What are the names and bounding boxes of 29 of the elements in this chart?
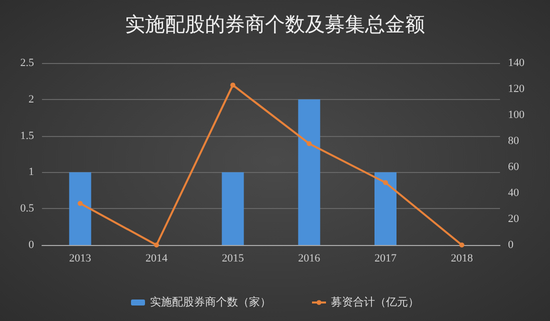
- x-tick-label: 2014: [146, 252, 168, 264]
- point: [383, 180, 388, 186]
- point: [306, 141, 312, 146]
- y2-tick-label: 120: [508, 83, 525, 95]
- point: [154, 242, 159, 248]
- x-tick-label: 2016: [298, 252, 321, 264]
- point: [78, 200, 83, 206]
- x-tick-label: 2018: [450, 252, 474, 264]
- y2-tick-label: 140: [508, 57, 525, 69]
- legend-label: 实施配股券商个数（家）: [150, 296, 271, 308]
- y2-tick-label: 100: [508, 109, 525, 121]
- legend-label: 募资合计（亿元）: [331, 296, 419, 308]
- y-tick-label: 1: [28, 166, 34, 178]
- x-tick-label: 2015: [222, 252, 244, 264]
- y2-tick-label: 20: [508, 213, 520, 225]
- y-tick-label: 0.5: [20, 202, 34, 215]
- point: [230, 82, 236, 88]
- point: [459, 242, 464, 248]
- chart-title: 实施配股的券商个数及募集总金额: [125, 14, 425, 36]
- y2-tick-label: 40: [508, 187, 520, 199]
- y-tick-label: 1.5: [20, 130, 34, 142]
- y2-tick-label: 80: [508, 135, 520, 147]
- y-tick-label: 2.5: [20, 57, 34, 69]
- y2-tick-label: 60: [508, 161, 520, 173]
- y-tick-label: 0: [28, 239, 34, 251]
- y-tick-label: 2: [28, 93, 34, 106]
- x-tick-label: 2017: [374, 252, 397, 264]
- x-tick-label: 2013: [69, 252, 92, 264]
- y2-tick-label: 0: [508, 239, 514, 251]
